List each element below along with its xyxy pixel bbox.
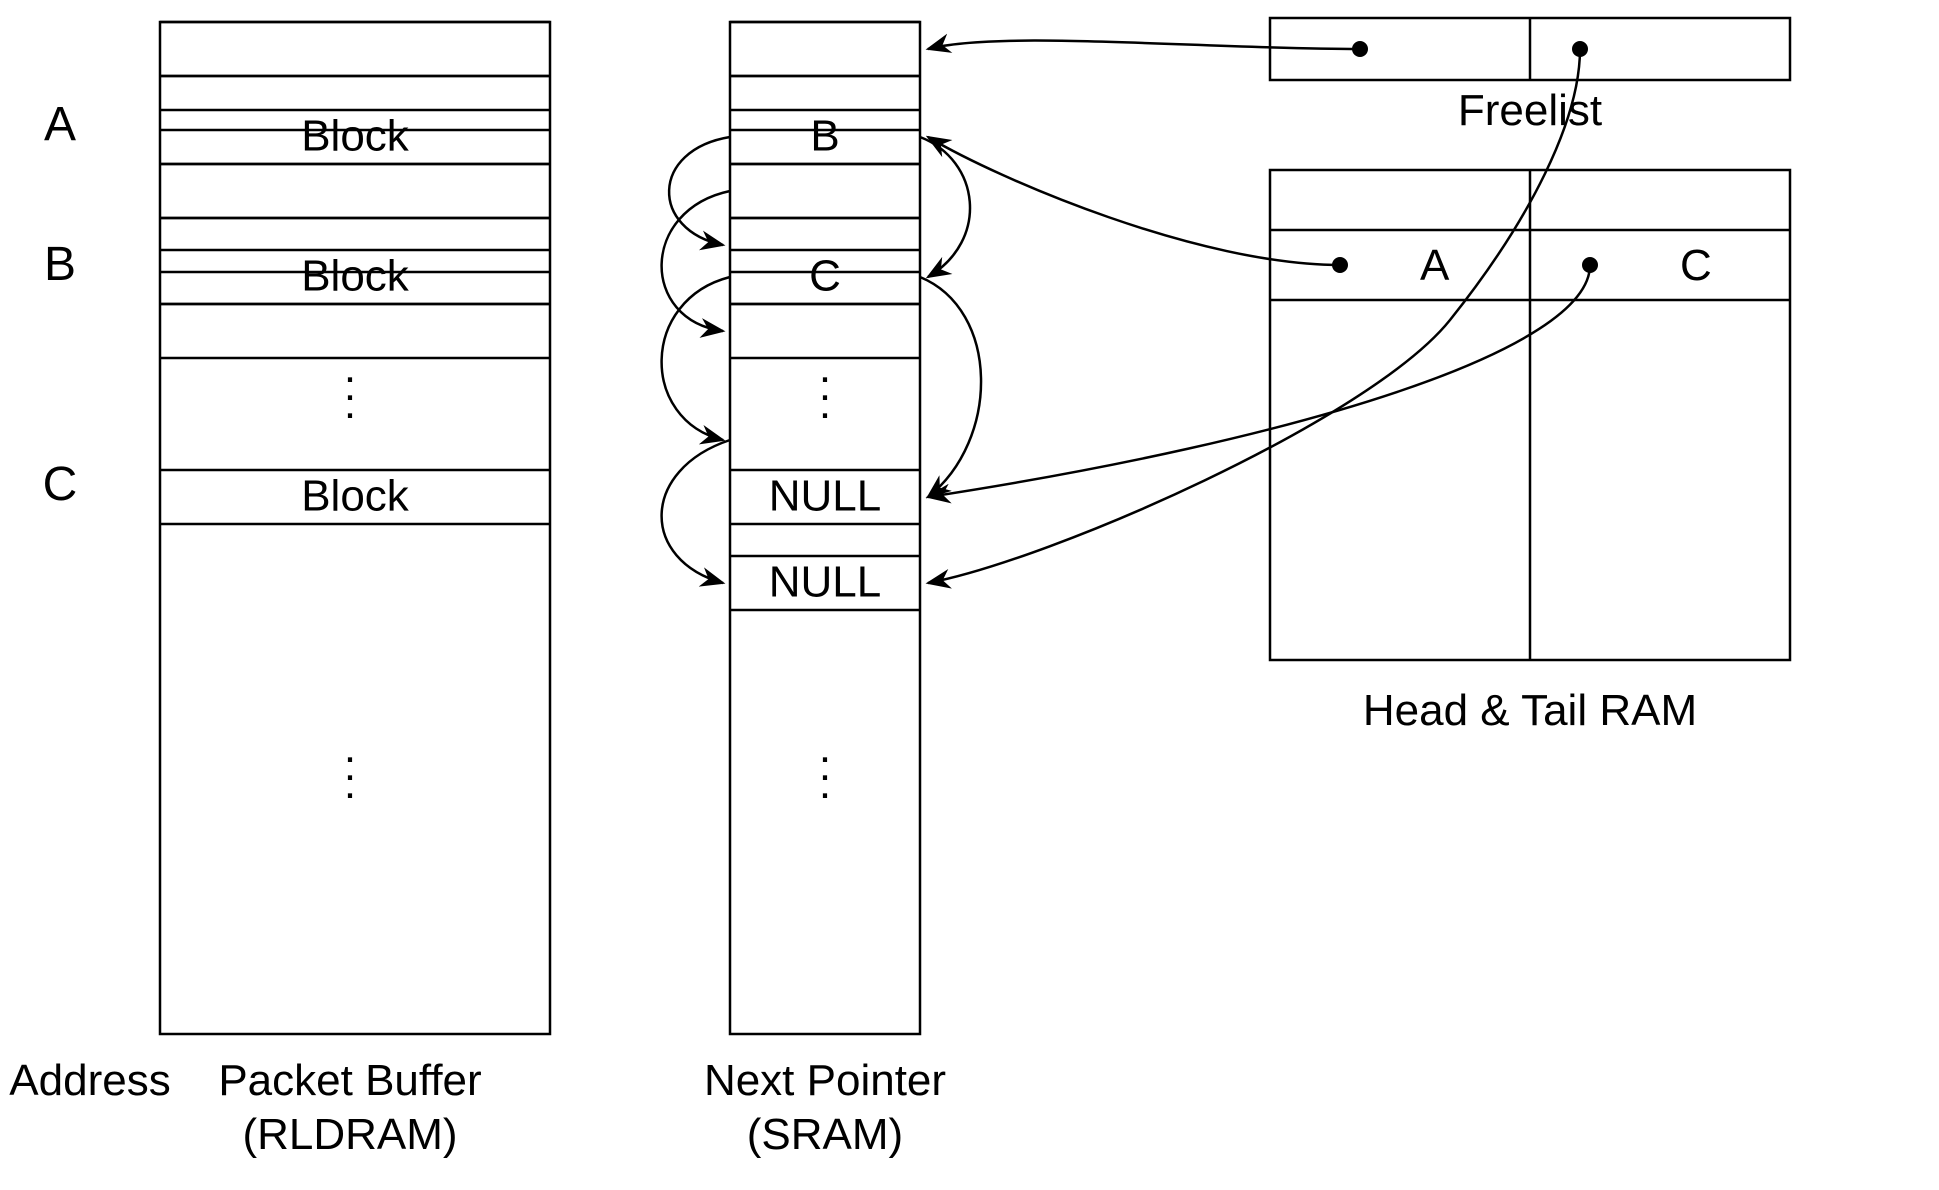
svg-text:NULL: NULL bbox=[769, 472, 882, 521]
svg-text:.: . bbox=[344, 759, 356, 808]
svg-text:(SRAM): (SRAM) bbox=[747, 1110, 903, 1159]
svg-text:Block: Block bbox=[301, 252, 410, 301]
svg-text:B: B bbox=[44, 238, 76, 291]
svg-text:Freelist: Freelist bbox=[1458, 86, 1602, 135]
svg-text:B: B bbox=[810, 112, 839, 161]
svg-text:.: . bbox=[819, 379, 831, 428]
svg-text:C: C bbox=[809, 252, 841, 301]
svg-text:.: . bbox=[819, 759, 831, 808]
svg-text:A: A bbox=[1420, 241, 1450, 290]
memory-linked-list-diagram: BlockBlockBlock......Packet Buffer(RLDRA… bbox=[0, 0, 1939, 1190]
svg-text:Block: Block bbox=[301, 472, 410, 521]
svg-text:Packet Buffer: Packet Buffer bbox=[218, 1056, 481, 1105]
svg-text:Next Pointer: Next Pointer bbox=[704, 1056, 946, 1105]
svg-text:A: A bbox=[44, 98, 76, 151]
svg-text:C: C bbox=[1680, 241, 1712, 290]
svg-text:(RLDRAM): (RLDRAM) bbox=[242, 1110, 457, 1159]
svg-text:Head & Tail RAM: Head & Tail RAM bbox=[1363, 686, 1697, 735]
svg-text:C: C bbox=[43, 458, 78, 511]
svg-text:Address: Address bbox=[9, 1056, 170, 1105]
svg-text:Block: Block bbox=[301, 112, 410, 161]
svg-text:NULL: NULL bbox=[769, 558, 882, 607]
svg-text:.: . bbox=[344, 379, 356, 428]
